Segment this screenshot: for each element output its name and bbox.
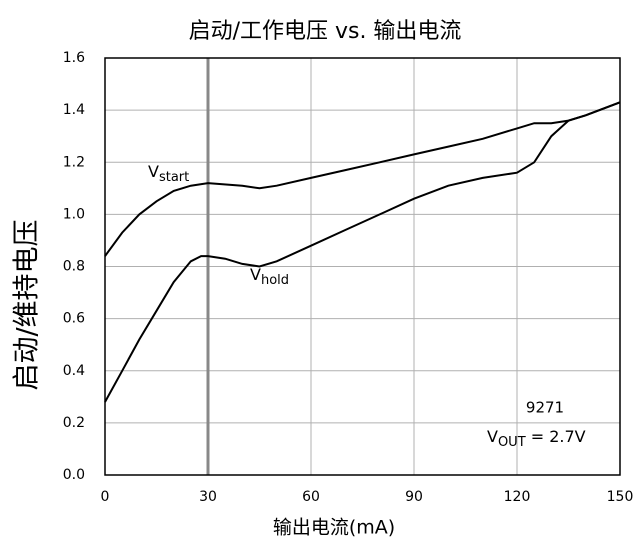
annotation-main: V [250, 265, 261, 284]
x-axis-label: 输出电流(mA) [273, 517, 395, 539]
y-tick-label: 1.6 [63, 50, 85, 66]
y-tick-label: 0.6 [63, 311, 85, 327]
line [104, 101, 621, 257]
annotation: VOUT = 2.7V [487, 427, 586, 450]
annotation-sub: start [159, 170, 189, 185]
x-tick-label: 60 [302, 489, 320, 505]
annotation-main: V [487, 427, 498, 446]
chart-title: 启动/工作电压 vs. 输出电流 [189, 19, 462, 44]
note-line: 9271 [526, 399, 564, 417]
y-tick-label: 0.8 [63, 259, 85, 275]
y-tick-label: 0.2 [63, 415, 85, 431]
y-tick-label: 0.4 [63, 363, 85, 379]
annotation: Vstart [148, 162, 189, 185]
x-tick-label: 120 [504, 489, 531, 505]
x-tick-label: 30 [199, 489, 217, 505]
y-tick-label: 1.2 [63, 154, 85, 170]
annotation-sub: OUT [498, 435, 526, 450]
line [104, 101, 621, 403]
x-tick-label: 0 [101, 489, 110, 505]
y-tick-label: 1.0 [63, 206, 85, 222]
y-tick-label: 1.4 [63, 102, 85, 118]
plot-frame [104, 57, 621, 476]
x-tick-label: 90 [405, 489, 423, 505]
annotation-main: V [148, 162, 159, 181]
annotation-sub: hold [261, 273, 289, 288]
annotation-rest: = 2.7V [526, 427, 586, 446]
annotation: Vhold [250, 265, 289, 288]
y-tick-label: 0.0 [63, 467, 85, 483]
y-axis-label: 启动/维持电压 [12, 219, 43, 390]
x-tick-label: 150 [607, 489, 634, 505]
